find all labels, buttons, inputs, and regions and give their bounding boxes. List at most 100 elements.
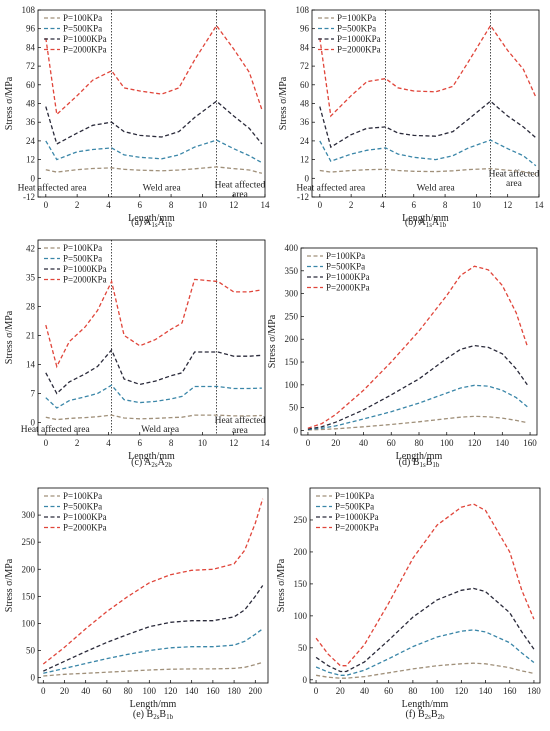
legend-label: P=100KPa [63,243,102,253]
y-tick-label: 72 [26,61,35,71]
x-tick-label: 6 [138,438,143,448]
y-axis-label: Stress σ/MPa [4,558,15,612]
y-tick-label: 0 [294,425,299,435]
x-axis-label: Length/mm [402,699,449,710]
legend-label: P=100KPa [335,491,374,501]
series-line-P=100KPa [315,662,535,679]
caption-subscript: 1s [426,221,433,229]
region-label: Weld area [143,184,182,194]
legend-label: P=100KPa [63,491,102,501]
caption-main: (c) A [131,457,152,468]
x-tick-label: 0 [44,438,49,448]
series-line-P=500KPa [319,139,537,167]
y-tick-label: 96 [26,24,36,34]
x-axis-label: Length/mm [402,213,449,224]
y-tick-label: 150 [22,591,36,601]
chart-panel-a: 0 2 4 6 8 10 12 14-1201224364860728496108Length… [4,5,270,229]
legend-label: P=1000KPa [326,272,370,282]
chart-caption: (a) A1sA1b [131,217,172,229]
y-tick-label: 48 [26,99,36,109]
x-tick-label: 100 [430,686,444,696]
y-tick-label: 84 [300,42,310,52]
legend-label: P=2000KPa [335,523,379,533]
legend-label: P=100KPa [326,251,365,261]
region-label: Heat affected area [21,424,91,435]
region-label: Weld area [141,425,180,435]
y-tick-label: 48 [300,99,310,109]
legend-label: P=100KPa [63,13,102,23]
y-tick-label: 84 [26,42,36,52]
y-tick-label: 108 [296,5,310,15]
caption-subscript: 1b [166,713,174,721]
y-tick-label: 50 [289,403,299,413]
x-tick-label: 40 [81,686,91,696]
x-tick-label: 160 [206,686,220,696]
y-tick-label: -12 [23,192,35,202]
y-tick-label: 72 [300,61,309,71]
y-tick-label: 0 [303,675,308,685]
x-tick-label: 6 [412,200,417,210]
series-line-P=2000KPa [42,498,264,665]
caption-subscript: 2b [438,713,446,721]
y-tick-label: 250 [22,537,36,547]
caption-subscript: 1s [419,461,426,469]
y-axis-label: Stress σ/MPa [267,314,278,368]
x-tick-label: 40 [360,686,370,696]
x-tick-label: 80 [408,686,418,696]
x-axis-label: Length/mm [128,451,175,462]
series-line-P=2000KPa [45,24,263,116]
caption-subscript: 2b [165,461,173,469]
x-tick-label: 20 [336,686,346,696]
y-tick-label: 100 [294,611,308,621]
chart-caption: (d) B1sB1b [399,457,440,469]
series-line-P=100KPa [319,167,537,176]
legend-label: P=2000KPa [326,283,370,293]
x-tick-label: 140 [185,686,199,696]
x-tick-label: 20 [331,438,341,448]
y-tick-label: 200 [285,334,299,344]
region-label: area [232,426,249,436]
region-label: area [506,179,523,189]
x-tick-label: 100 [440,438,454,448]
region-label: Weld area [417,184,456,194]
x-tick-label: 14 [261,200,271,210]
chart-caption: (e) B2sB1b [133,709,174,721]
x-axis-label: Length/mm [396,451,443,462]
caption-letter: B [426,457,433,468]
y-axis-label: Stress σ/MPa [276,558,287,612]
y-tick-label: 36 [300,117,310,127]
caption-subscript: 1b [165,221,173,229]
y-tick-label: 400 [285,243,299,253]
legend-label: P=1000KPa [335,512,379,522]
x-tick-label: 140 [479,686,493,696]
series-line-P=500KPa [45,384,262,409]
region-label: Heat affected area [18,183,88,194]
y-tick-label: 100 [22,618,36,628]
region-label: area [232,190,249,200]
caption-letter: B [159,709,166,720]
chart-panel-f: 0 20 40 60 80 100 120 140 160 180 0 50 100 150 200 250 L… [276,487,541,721]
x-tick-label: 120 [468,438,482,448]
series-line-P=1000KPa [315,587,535,673]
x-tick-label: 12 [503,200,512,210]
series-line-P=1000KPa [43,585,264,672]
x-tick-label: 0 [318,200,323,210]
caption-main: (a) A [131,217,152,228]
y-tick-label: 50 [298,643,308,653]
x-axis-label: Length/mm [130,699,177,710]
y-tick-label: 96 [300,24,310,34]
legend-label: P=100KPa [337,13,376,23]
x-tick-label: 160 [523,438,537,448]
region-label: Heat affected [215,415,266,426]
caption-subscript: 1b [432,461,440,469]
legend-label: P=1000KPa [63,264,107,274]
y-tick-label: 7 [31,389,36,399]
y-axis-label: Stress σ/MPa [278,76,289,130]
x-tick-label: 20 [60,686,70,696]
caption-letter: A [432,217,440,228]
series-line-P=500KPa [45,139,263,164]
legend-label: P=1000KPa [63,34,107,44]
x-tick-label: 120 [164,686,178,696]
legend-label: P=500KPa [337,24,376,34]
series-line-P=2000KPa [319,24,537,118]
